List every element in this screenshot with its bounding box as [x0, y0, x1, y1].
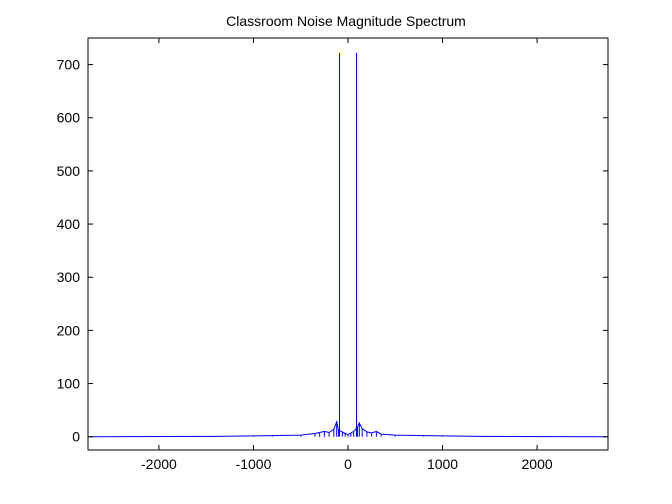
- x-tick-label: -2000: [141, 456, 177, 472]
- chart-title: Classroom Noise Magnitude Spectrum: [226, 13, 466, 29]
- x-tick-label: 0: [344, 456, 352, 472]
- x-axis: -2000 -1000 0 1000 2000: [141, 38, 553, 472]
- y-tick-label: 0: [72, 429, 80, 445]
- x-tick-label: -1000: [236, 456, 272, 472]
- y-axis: 0 100 200 300 400 500 600 700: [57, 57, 608, 445]
- x-tick-label: 2000: [522, 456, 553, 472]
- y-tick-label: 400: [57, 216, 81, 232]
- y-tick-label: 200: [57, 322, 81, 338]
- y-tick-label: 700: [57, 57, 81, 73]
- y-tick-label: 500: [57, 163, 81, 179]
- y-tick-label: 300: [57, 269, 81, 285]
- y-tick-label: 100: [57, 376, 81, 392]
- axes-box: [87, 37, 609, 451]
- y-tick-label: 600: [57, 110, 81, 126]
- x-tick-label: 1000: [427, 456, 458, 472]
- spectrum-noise-floor: [87, 420, 609, 438]
- plot-area: [87, 52, 609, 438]
